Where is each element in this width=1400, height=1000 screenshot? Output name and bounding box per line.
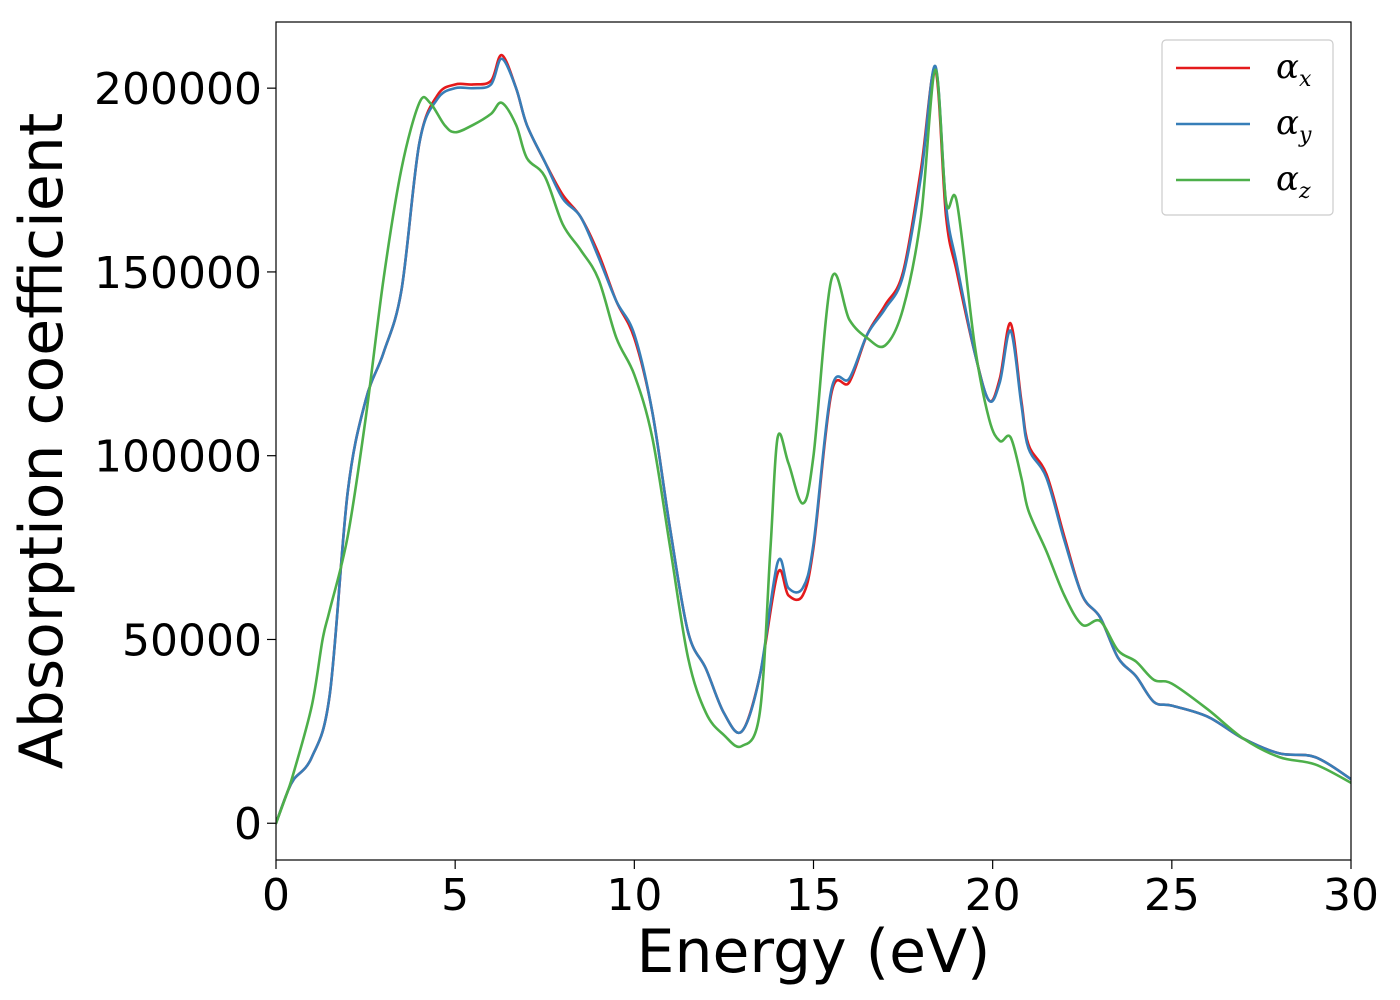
x-tick-label: 25 — [1144, 870, 1200, 921]
y-tick-label: 150000 — [94, 248, 262, 299]
y-tick-label: 50000 — [122, 615, 262, 666]
y-tick-label: 200000 — [94, 64, 262, 115]
x-tick-label: 20 — [965, 870, 1021, 921]
x-tick-label: 0 — [262, 870, 290, 921]
series-layer — [276, 53, 1351, 825]
legend: αx αy αz — [1161, 39, 1334, 216]
x-tick-label: 15 — [786, 870, 842, 921]
legend-label-alpha-x: αx — [1276, 47, 1312, 92]
legend-label-alpha-y: αy — [1276, 103, 1312, 148]
x-tick-label: 30 — [1323, 870, 1379, 921]
y-tick-label: 100000 — [94, 432, 262, 483]
ticks-layer: 0 5 10 15 20 25 30 0 50000 100000 150000 200000 — [94, 64, 1379, 921]
legend-frame — [1161, 39, 1334, 216]
series-line-alpha-y — [276, 57, 1351, 825]
x-axis-title: Energy (eV) — [637, 917, 991, 987]
x-tick-label: 10 — [606, 870, 662, 921]
y-axis-title: Absorption coefficient — [7, 113, 77, 770]
series-line-alpha-z — [276, 68, 1351, 825]
legend-label-alpha-z: αz — [1276, 159, 1311, 204]
x-tick-label: 5 — [441, 870, 469, 921]
y-tick-label: 0 — [234, 799, 262, 850]
